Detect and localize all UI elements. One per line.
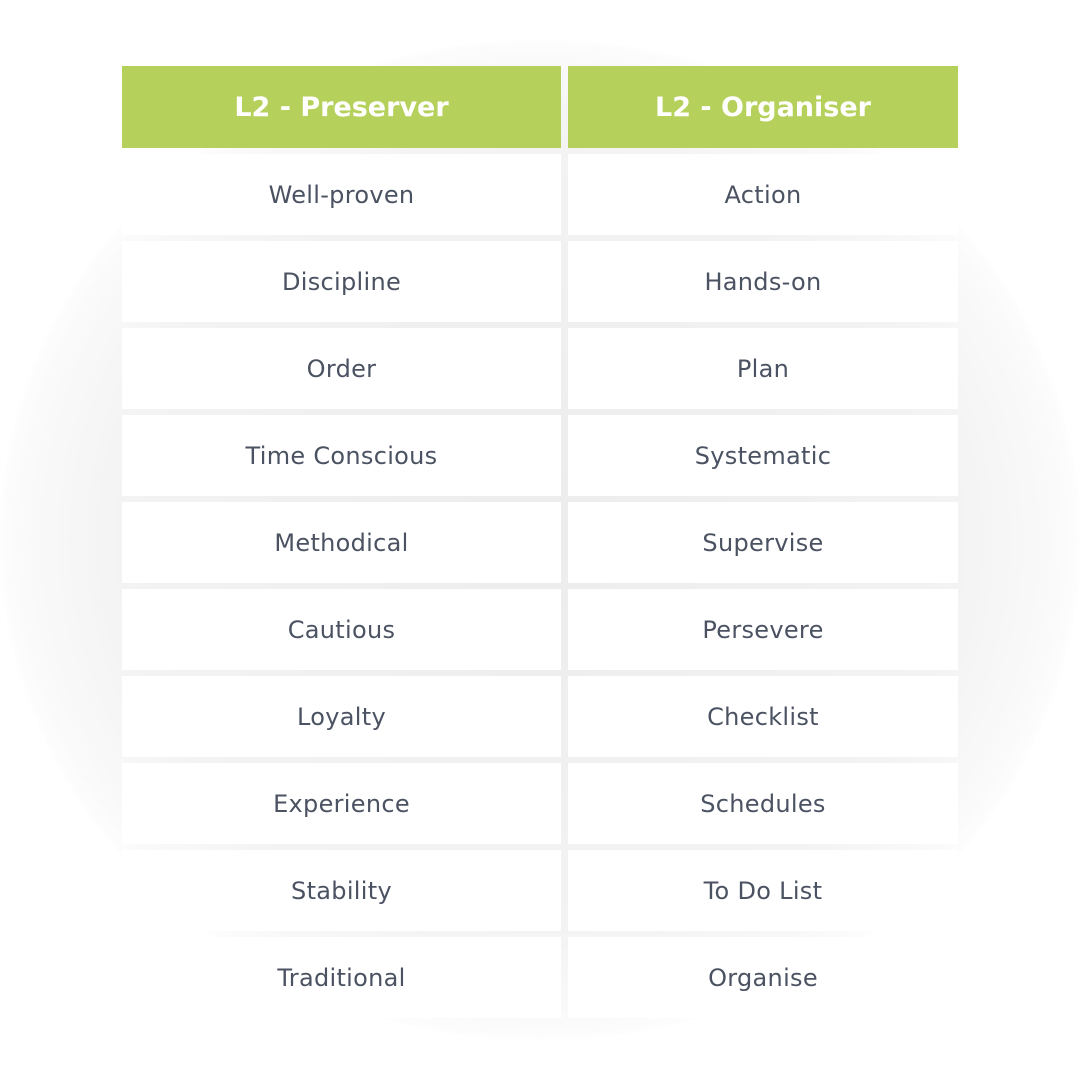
column-header-organiser: L2 - Organiser bbox=[568, 66, 958, 148]
organiser-cell: Checklist bbox=[568, 676, 958, 757]
organiser-cell: Supervise bbox=[568, 502, 958, 583]
organiser-cell: Persevere bbox=[568, 589, 958, 670]
organiser-cell: Action bbox=[568, 154, 958, 235]
preserver-cell: Methodical bbox=[122, 502, 561, 583]
comparison-table: L2 - Preserver L2 - Organiser Well-prove… bbox=[122, 66, 958, 1018]
organiser-cell: Schedules bbox=[568, 763, 958, 844]
organiser-cell: Systematic bbox=[568, 415, 958, 496]
preserver-cell: Stability bbox=[122, 850, 561, 931]
preserver-cell: Well-proven bbox=[122, 154, 561, 235]
preserver-cell: Loyalty bbox=[122, 676, 561, 757]
column-header-preserver: L2 - Preserver bbox=[122, 66, 561, 148]
preserver-cell: Cautious bbox=[122, 589, 561, 670]
organiser-cell: Hands-on bbox=[568, 241, 958, 322]
preserver-cell: Discipline bbox=[122, 241, 561, 322]
preserver-cell: Traditional bbox=[122, 937, 561, 1018]
organiser-cell: Organise bbox=[568, 937, 958, 1018]
organiser-cell: To Do List bbox=[568, 850, 958, 931]
organiser-cell: Plan bbox=[568, 328, 958, 409]
preserver-cell: Experience bbox=[122, 763, 561, 844]
preserver-cell: Time Conscious bbox=[122, 415, 561, 496]
preserver-cell: Order bbox=[122, 328, 561, 409]
